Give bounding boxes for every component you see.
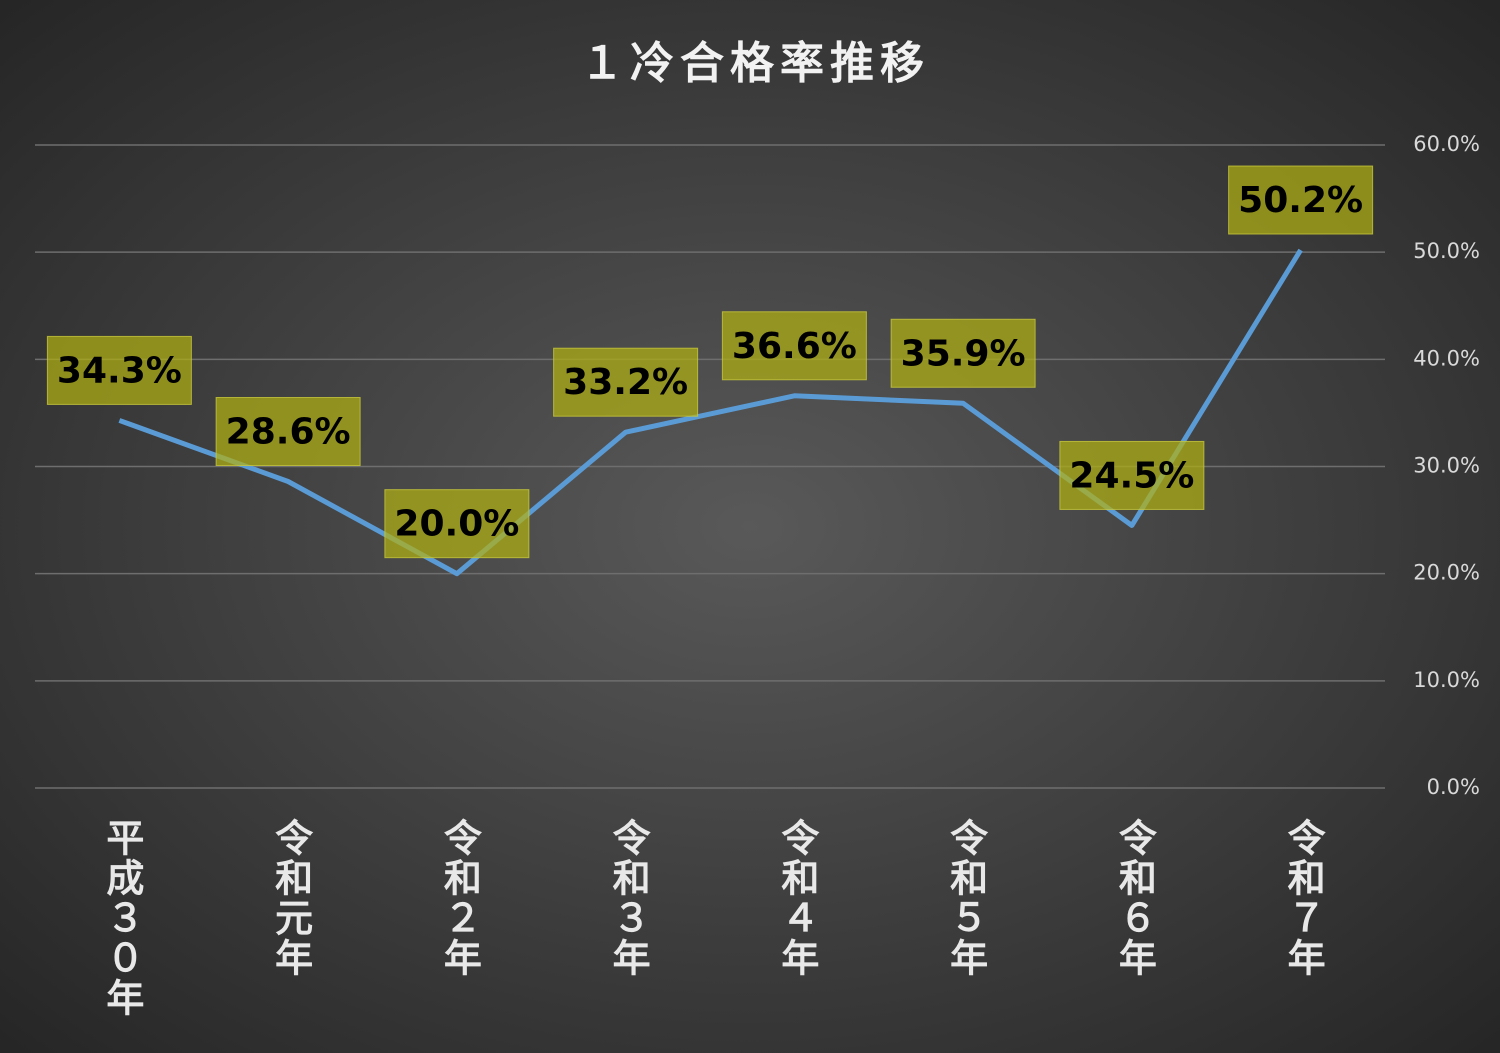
value-label-box — [1228, 165, 1374, 235]
y-tick-label: 40.0% — [1413, 346, 1480, 370]
value-label: 35.9% — [901, 333, 1026, 374]
value-label: 34.3% — [57, 350, 182, 391]
value-label-box — [1059, 440, 1205, 510]
value-label-box — [890, 318, 1036, 388]
x-tick-label: 令和２年 — [437, 818, 481, 978]
chart-title: １冷合格率推移 — [580, 38, 930, 89]
value-label-box — [553, 347, 699, 417]
y-tick-label: 60.0% — [1413, 132, 1480, 156]
x-tick-label: 令和元年 — [269, 818, 313, 978]
value-label-box — [46, 335, 192, 405]
y-tick-label: 30.0% — [1413, 454, 1480, 478]
x-tick-label: 令和５年 — [944, 818, 988, 978]
value-label: 28.6% — [226, 412, 351, 453]
y-tick-label: 0.0% — [1427, 775, 1480, 799]
value-label-box — [215, 397, 361, 467]
value-label: 50.2% — [1238, 180, 1363, 221]
value-label: 20.0% — [394, 504, 519, 545]
x-tick-label: 平成３０年 — [100, 818, 144, 1018]
x-tick-label: 令和７年 — [1281, 818, 1325, 978]
value-label-box — [721, 311, 867, 381]
y-tick-label: 50.0% — [1413, 239, 1480, 263]
y-tick-label: 20.0% — [1413, 561, 1480, 585]
x-tick-label: 令和６年 — [1112, 818, 1156, 978]
value-label: 36.6% — [732, 326, 857, 367]
x-tick-label: 令和３年 — [606, 818, 650, 978]
value-label: 33.2% — [563, 362, 688, 403]
value-label: 24.5% — [1069, 455, 1194, 496]
y-tick-label: 10.0% — [1413, 668, 1480, 692]
x-tick-label: 令和４年 — [775, 818, 819, 978]
value-label-box — [384, 489, 530, 559]
